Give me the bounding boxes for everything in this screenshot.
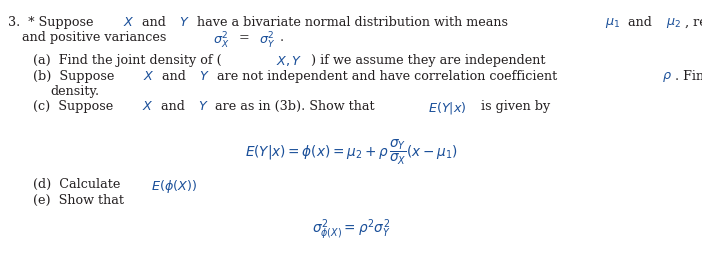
Text: (b)  Suppose: (b) Suppose [33, 70, 119, 83]
Text: $\sigma^2_{\phi(X)} = \rho^2\sigma^2_Y$: $\sigma^2_{\phi(X)} = \rho^2\sigma^2_Y$ [312, 218, 390, 242]
Text: and: and [138, 16, 170, 29]
Text: $E(Y|x) = \phi(x) = \mu_2 + \rho\,\dfrac{\sigma_Y}{\sigma_X}(x - \mu_1)$: $E(Y|x) = \phi(x) = \mu_2 + \rho\,\dfrac… [244, 138, 458, 167]
Text: 3.  * Suppose: 3. * Suppose [8, 16, 98, 29]
Text: have a bivariate normal distribution with means: have a bivariate normal distribution wit… [193, 16, 512, 29]
Text: are as in (3b). Show that: are as in (3b). Show that [211, 100, 379, 113]
Text: $E(\phi(X))$: $E(\phi(X))$ [151, 178, 197, 195]
Text: $\mu_1$: $\mu_1$ [605, 16, 620, 30]
Text: and positive variances: and positive variances [22, 31, 171, 44]
Text: =: = [234, 31, 253, 44]
Text: $X$: $X$ [142, 100, 153, 113]
Text: (c)  Suppose: (c) Suppose [33, 100, 117, 113]
Text: $\sigma^2_Y$: $\sigma^2_Y$ [259, 31, 275, 51]
Text: (a)  Find the joint density of (: (a) Find the joint density of ( [33, 54, 222, 67]
Text: .: . [279, 31, 284, 44]
Text: and: and [157, 100, 188, 113]
Text: $E(Y|x)$: $E(Y|x)$ [428, 100, 466, 116]
Text: $X$: $X$ [124, 16, 135, 29]
Text: $\mu_2$: $\mu_2$ [665, 16, 681, 30]
Text: $Y$: $Y$ [199, 70, 210, 83]
Text: is given by: is given by [477, 100, 550, 113]
Text: density.: density. [50, 85, 99, 98]
Text: $X, Y$: $X, Y$ [277, 54, 303, 68]
Text: , respectively,: , respectively, [685, 16, 702, 29]
Text: (d)  Calculate: (d) Calculate [33, 178, 124, 191]
Text: $Y$: $Y$ [198, 100, 208, 113]
Text: and: and [625, 16, 656, 29]
Text: are not independent and have correlation coefficient: are not independent and have correlation… [213, 70, 561, 83]
Text: (e)  Show that: (e) Show that [33, 194, 124, 207]
Text: $X$: $X$ [143, 70, 154, 83]
Text: $\rho$: $\rho$ [662, 70, 673, 84]
Text: ) if we assume they are independent: ) if we assume they are independent [310, 54, 545, 67]
Text: $\sigma^2_X$: $\sigma^2_X$ [213, 31, 230, 51]
Text: $Y$: $Y$ [180, 16, 190, 29]
Text: . Find the joint: . Find the joint [675, 70, 702, 83]
Text: and: and [158, 70, 190, 83]
